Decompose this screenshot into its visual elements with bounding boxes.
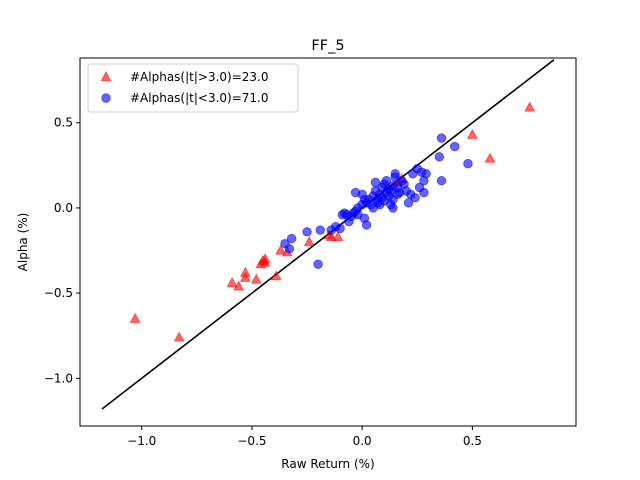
data-point-triangle: [259, 256, 271, 267]
data-point-circle: [335, 223, 345, 234]
axes: −1.0 −0.5 0.0 0.5 −1.0 −0.5 0.0 0.5: [44, 116, 482, 448]
series-1: [129, 101, 536, 342]
data-point-circle: [370, 177, 381, 188]
data-point-triangle: [239, 271, 251, 282]
y-tick-label: 0.0: [54, 201, 73, 215]
series-2: [280, 133, 473, 269]
data-point-circle: [388, 203, 398, 213]
data-point-triangle: [466, 128, 478, 139]
data-point-circle: [463, 158, 473, 169]
legend-label: #Alphas(|t|<3.0)=71.0: [130, 91, 269, 105]
data-point-circle: [315, 225, 325, 235]
data-point-triangle: [226, 277, 238, 288]
y-tick-label: 0.5: [54, 116, 73, 130]
data-point-triangle: [250, 273, 262, 284]
legend-marker-circle: [101, 93, 111, 103]
data-point-circle: [421, 169, 431, 179]
x-tick-label: 0.5: [463, 434, 482, 448]
data-point-circle: [436, 175, 447, 186]
data-point-circle: [434, 152, 445, 162]
y-axis-title: Alpha (%): [16, 213, 30, 272]
data-point-triangle: [325, 231, 337, 242]
data-point-circle: [410, 193, 420, 203]
data-point-triangle: [524, 101, 536, 112]
data-point-triangle: [129, 312, 141, 323]
x-axis-title: Raw Return (%): [281, 457, 374, 471]
x-tick-label: −0.5: [237, 434, 266, 448]
data-point-circle: [436, 133, 447, 143]
x-tick-label: 0.0: [353, 434, 372, 448]
data-point-triangle: [275, 244, 287, 255]
plot-frame: [79, 57, 577, 427]
data-point-triangle: [173, 331, 185, 342]
data-point-circle: [419, 187, 429, 198]
data-point-circle: [403, 198, 414, 208]
data-point-triangle: [270, 270, 282, 281]
data-point-triangle: [484, 152, 496, 163]
data-point-circle: [313, 259, 323, 269]
data-point-circle: [361, 220, 372, 230]
data-point-triangle: [303, 236, 315, 247]
data-point-circle: [381, 175, 392, 186]
legend-label: #Alphas(|t|>3.0)=23.0: [130, 70, 269, 84]
y-tick-label: −1.0: [44, 371, 73, 385]
data-point-circle: [286, 233, 297, 244]
data-point-circle: [450, 141, 460, 152]
data-point-circle: [390, 169, 400, 179]
data-point-triangle: [233, 280, 245, 291]
x-tick-label: −1.0: [127, 434, 156, 448]
data-point-circle: [302, 227, 312, 237]
data-point-triangle: [332, 231, 344, 242]
plot-area: [101, 59, 555, 410]
legend-marker-triangle: [100, 71, 112, 82]
legend-box: [87, 63, 299, 113]
data-point-circle: [284, 244, 295, 254]
y-tick-label: −0.5: [44, 286, 73, 300]
legend: #Alphas(|t|>3.0)=23.0 #Alphas(|t|<3.0)=71…: [87, 63, 299, 113]
chart-title: FF_5: [311, 38, 344, 54]
